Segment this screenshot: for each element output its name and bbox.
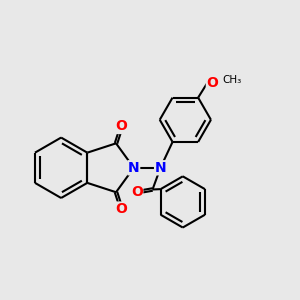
Text: CH₃: CH₃ bbox=[222, 75, 241, 85]
Text: O: O bbox=[131, 185, 143, 199]
Text: O: O bbox=[206, 76, 218, 90]
Text: N: N bbox=[128, 161, 140, 175]
Text: O: O bbox=[116, 119, 128, 134]
Text: O: O bbox=[116, 202, 128, 216]
Text: N: N bbox=[154, 161, 166, 175]
